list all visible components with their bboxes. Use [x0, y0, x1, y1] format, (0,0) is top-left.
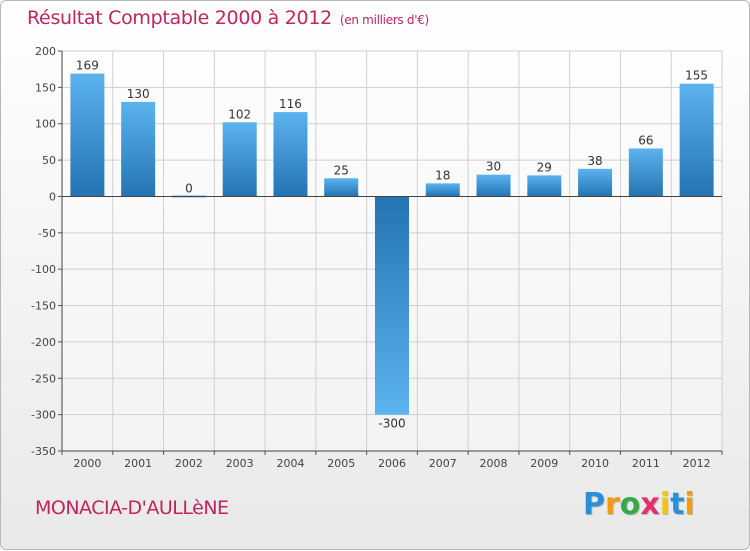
y-tick-label: -100: [31, 263, 56, 276]
data-label: 116: [279, 97, 302, 111]
chart-title: Résultat Comptable 2000 à 2012 (en millie…: [27, 7, 429, 29]
y-tick-label: -250: [31, 372, 56, 385]
y-tick-label: 0: [49, 190, 56, 203]
bar: [679, 83, 714, 197]
bar: [628, 148, 663, 197]
bar: [222, 122, 257, 197]
x-tick-label: 2008: [480, 457, 508, 470]
chart-title-text: Résultat Comptable 2000 à 2012: [27, 7, 332, 29]
data-label: 38: [587, 154, 602, 168]
x-tick-label: 2000: [73, 457, 101, 470]
bar: [578, 168, 613, 197]
x-tick-label: 2002: [175, 457, 203, 470]
bar: [527, 175, 562, 197]
data-label: 18: [435, 168, 450, 182]
y-tick-label: -50: [38, 227, 56, 240]
x-tick-label: 2003: [226, 457, 254, 470]
logo-letter: o: [619, 487, 641, 522]
proxiti-logo: Proxiti: [583, 487, 695, 522]
chart-subtitle: (en milliers d'€): [339, 13, 429, 27]
data-label: 66: [638, 133, 653, 147]
x-tick-label: 2009: [530, 457, 558, 470]
logo-letter: i: [659, 487, 671, 522]
x-tick-label: 2007: [429, 457, 457, 470]
logo-letter: P: [583, 487, 605, 522]
bar: [476, 174, 511, 197]
data-label: 102: [228, 107, 251, 121]
bar: [121, 101, 156, 197]
logo-letter: t: [670, 487, 685, 522]
x-tick-label: 2001: [124, 457, 152, 470]
x-tick-label: 2005: [327, 457, 355, 470]
data-label: -300: [378, 417, 405, 431]
y-tick-label: -200: [31, 336, 56, 349]
y-tick-label: 50: [42, 154, 56, 167]
y-tick-label: -150: [31, 300, 56, 313]
data-label: 155: [685, 69, 708, 83]
data-label: 169: [76, 59, 99, 73]
x-tick-label: 2012: [683, 457, 711, 470]
y-tick-label: 150: [35, 81, 56, 94]
y-tick-label: -300: [31, 409, 56, 422]
data-label: 130: [127, 87, 150, 101]
bar: [375, 196, 409, 415]
logo-letter: x: [640, 487, 660, 522]
data-label: 29: [537, 160, 552, 174]
bar: [273, 112, 308, 197]
logo-letter: r: [605, 487, 620, 522]
x-tick-label: 2004: [276, 457, 304, 470]
y-tick-label: 200: [35, 45, 56, 58]
y-tick-label: 100: [35, 118, 56, 131]
commune-name: MONACIA-D'AULLèNE: [35, 497, 229, 519]
logo-letter: i: [684, 487, 695, 522]
data-label: 25: [334, 163, 349, 177]
data-label: 30: [486, 160, 501, 174]
y-tick-label: -350: [31, 445, 56, 458]
x-tick-label: 2011: [632, 457, 660, 470]
x-tick-label: 2006: [378, 457, 406, 470]
bar: [425, 183, 460, 197]
bar: [70, 73, 105, 197]
data-label: 0: [185, 181, 193, 195]
x-tick-label: 2010: [581, 457, 609, 470]
bar: [324, 178, 359, 197]
